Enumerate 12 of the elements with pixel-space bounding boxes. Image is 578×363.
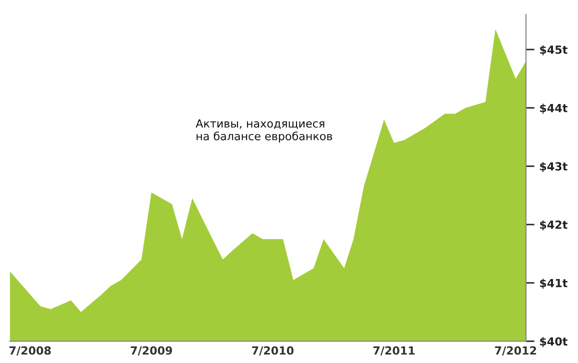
annotation: Активы, находящиеся на балансе евробанков [196,119,332,142]
y-tick-label: $40t [540,337,568,348]
y-tick-label: $43t [540,162,568,172]
x-tick-label: 7/2008 [9,346,51,356]
y-tick-label: $41t [540,278,568,289]
x-tick-label: 7/2010 [252,346,294,356]
x-tick-label: 7/2012 [495,346,536,356]
y-tick-label: $42t [540,220,568,230]
x-tick-label: 7/2009 [130,346,172,356]
y-tick-label: $45t [540,45,568,56]
y-tick-label: $44t [540,104,568,114]
x-tick-label: 7/2011 [373,346,415,356]
